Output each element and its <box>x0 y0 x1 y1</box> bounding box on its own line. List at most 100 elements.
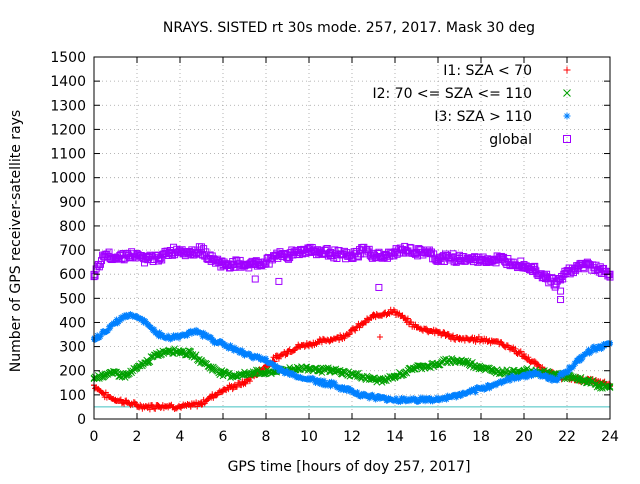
data-point <box>118 316 125 323</box>
marker-plus <box>488 337 495 344</box>
marker-star <box>201 331 208 338</box>
data-point <box>183 351 190 359</box>
marker-plus <box>241 379 248 386</box>
marker-cross <box>391 373 399 381</box>
data-point <box>348 370 356 378</box>
marker-star <box>208 334 215 341</box>
data-point <box>370 313 377 320</box>
data-point <box>123 312 130 319</box>
y-tick-label: 200 <box>59 364 86 380</box>
marker-plus <box>284 348 291 355</box>
marker-plus <box>177 403 183 410</box>
marker-star <box>570 363 577 370</box>
marker-square <box>285 255 293 263</box>
data-point <box>454 393 461 400</box>
data-point <box>443 396 450 403</box>
marker-plus <box>338 333 345 340</box>
data-point <box>246 378 253 385</box>
marker-cross <box>327 367 334 375</box>
marker-plus <box>306 341 312 348</box>
y-tick-label: 1000 <box>50 171 86 187</box>
data-point <box>467 389 474 396</box>
marker-star <box>402 396 409 403</box>
marker-star <box>399 397 406 404</box>
marker-cross <box>208 364 216 372</box>
data-point <box>381 395 388 402</box>
data-point <box>478 336 484 343</box>
outlier-point <box>275 277 283 285</box>
marker-cross <box>466 360 474 367</box>
marker-star <box>331 379 338 386</box>
marker-star <box>310 375 317 382</box>
marker-cross <box>101 370 109 378</box>
marker-star <box>435 396 441 403</box>
data-point <box>288 369 295 376</box>
data-point <box>424 396 431 403</box>
data-point <box>230 372 238 379</box>
marker-cross <box>595 381 603 389</box>
marker-cross <box>262 369 270 377</box>
marker-star <box>156 329 163 336</box>
marker-star <box>97 333 104 340</box>
marker-star <box>177 332 183 339</box>
marker-plus <box>478 336 484 343</box>
data-point <box>565 369 572 376</box>
marker-star <box>418 395 425 402</box>
data-point <box>445 394 452 401</box>
data-point <box>165 332 172 339</box>
data-point <box>144 321 151 328</box>
data-point <box>402 368 410 376</box>
data-point <box>338 384 345 391</box>
marker-star <box>478 385 484 392</box>
data-point <box>553 376 560 383</box>
data-point <box>191 353 199 361</box>
data-point <box>362 319 369 326</box>
marker-star <box>295 373 302 380</box>
data-point <box>198 357 205 365</box>
data-point <box>316 338 323 345</box>
data-point <box>321 377 328 384</box>
data-point <box>177 332 183 339</box>
data-point <box>310 375 317 382</box>
marker-plus <box>435 329 441 336</box>
data-point <box>550 374 557 381</box>
data-point <box>419 397 426 404</box>
data-point <box>402 317 409 324</box>
marker-plus <box>517 348 524 355</box>
data-point <box>353 391 360 398</box>
marker-star <box>493 382 500 389</box>
marker-star <box>112 319 119 326</box>
data-point <box>392 396 398 403</box>
data-point <box>424 326 431 333</box>
marker-square <box>91 272 99 280</box>
marker-plus <box>499 341 506 348</box>
data-point <box>580 353 587 360</box>
y-tick-label: 1300 <box>50 98 86 114</box>
marker-star <box>321 377 328 384</box>
data-point <box>327 367 334 375</box>
marker-star <box>338 384 345 391</box>
legend-marker <box>563 112 571 120</box>
data-point <box>107 325 114 332</box>
marker-star <box>550 374 557 381</box>
data-point <box>397 398 404 405</box>
data-point <box>294 364 302 372</box>
marker-cross <box>155 350 162 358</box>
marker-star <box>572 360 579 367</box>
data-point <box>242 380 249 387</box>
marker-plus <box>423 325 430 332</box>
data-point <box>466 360 474 367</box>
marker-star <box>241 350 248 357</box>
marker-star <box>227 342 234 349</box>
marker-square <box>251 275 259 283</box>
marker-star <box>593 347 600 354</box>
data-point <box>166 402 173 409</box>
marker-plus <box>144 403 151 410</box>
marker-cross <box>122 372 130 379</box>
data-point <box>380 377 388 384</box>
marker-plus <box>381 309 388 316</box>
marker-cross <box>477 363 485 371</box>
marker-star <box>467 389 474 396</box>
data-point <box>235 347 242 354</box>
data-point <box>574 375 582 383</box>
